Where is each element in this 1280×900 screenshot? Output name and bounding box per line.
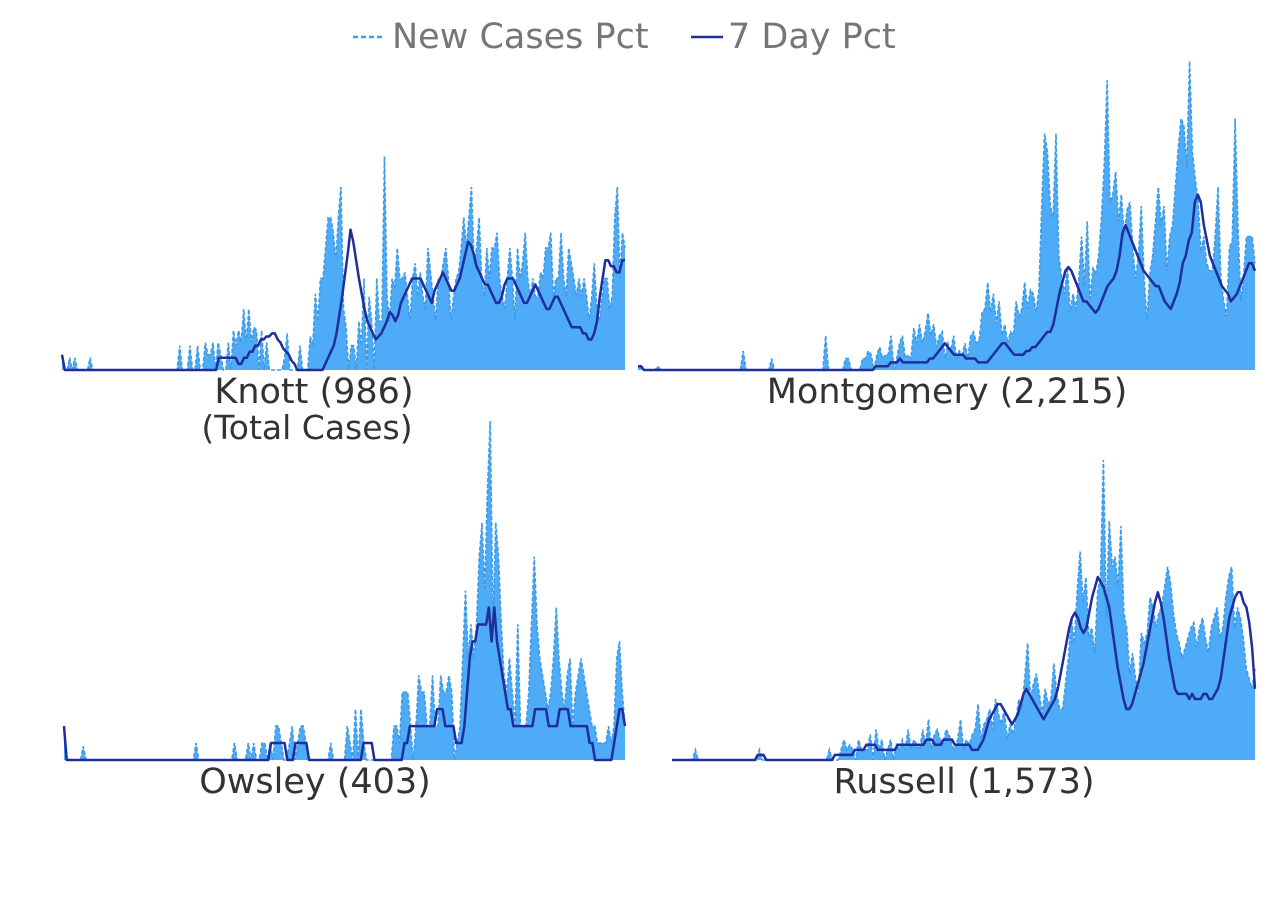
panel-knott: Knott (986) (Total Cases) xyxy=(60,60,626,450)
panel-subtitle-total-cases: (Total Cases) xyxy=(201,408,413,447)
seven-day-line xyxy=(638,193,1257,372)
plot-knott xyxy=(60,156,626,372)
legend-label-seven-day: 7 Day Pct xyxy=(728,17,896,57)
legend-swatch-solid-icon xyxy=(691,35,723,39)
plot-owsley xyxy=(62,421,627,762)
seven-day-line xyxy=(672,575,1257,762)
legend-swatch-dashed-icon xyxy=(353,35,385,39)
legend-label-new-cases: New Cases Pct xyxy=(392,17,649,57)
legend-entry-seven-day[interactable]: 7 Day Pct xyxy=(690,14,896,60)
panel-title-owsley: Owsley (403) xyxy=(199,762,431,802)
panel-montgomery: Montgomery (2,215) xyxy=(638,60,1257,420)
plot-russell xyxy=(672,460,1257,762)
new-cases-area xyxy=(638,61,1255,370)
panel-title-montgomery: Montgomery (2,215) xyxy=(766,372,1128,412)
new-cases-area xyxy=(672,460,1255,760)
new-cases-line xyxy=(61,156,626,371)
new-cases-line xyxy=(638,61,1256,371)
legend: New Cases Pct 7 Day Pct xyxy=(0,14,1280,60)
panel-title-russell: Russell (1,573) xyxy=(833,762,1095,802)
panel-russell: Russell (1,573) xyxy=(672,450,1257,810)
new-cases-area xyxy=(62,156,625,370)
seven-day-line xyxy=(62,606,627,762)
panel-title-knott: Knott (986) xyxy=(214,372,414,412)
plot-montgomery xyxy=(638,61,1257,372)
new-cases-area xyxy=(64,421,625,760)
panel-owsley: Owsley (403) xyxy=(62,421,627,810)
legend-entry-new-cases[interactable]: New Cases Pct xyxy=(352,14,649,60)
seven-day-line xyxy=(60,228,625,372)
